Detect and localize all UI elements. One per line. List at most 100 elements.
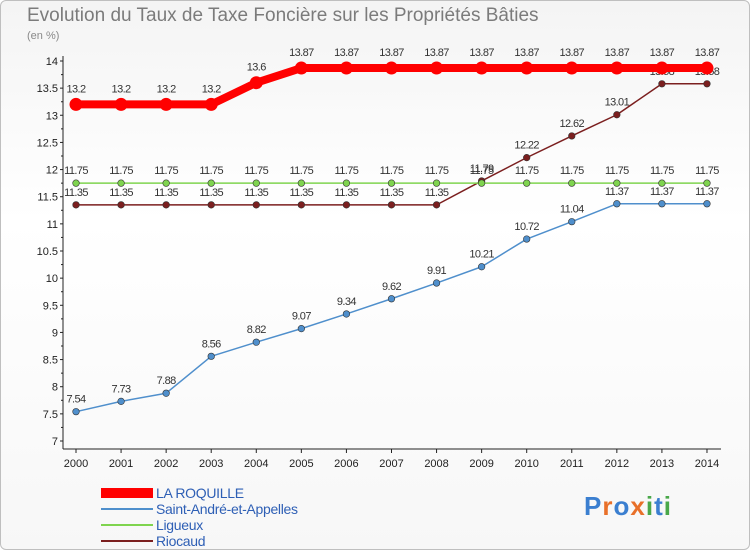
data-point	[658, 179, 666, 187]
x-tick-label: 2013	[650, 458, 674, 470]
data-point	[655, 61, 669, 75]
data-point	[252, 338, 260, 346]
data-point	[523, 179, 531, 187]
data-label: 11.35	[425, 187, 449, 199]
x-tick-label: 2003	[199, 458, 223, 470]
x-tick-label: 2004	[244, 458, 268, 470]
data-point	[703, 179, 711, 187]
data-point	[159, 97, 173, 111]
logo-letter: t	[654, 491, 664, 521]
data-label: 11.04	[560, 204, 584, 216]
y-tick-label: 7	[52, 436, 58, 448]
data-point	[658, 200, 666, 208]
data-label: 11.75	[650, 165, 674, 177]
data-label: 11.35	[64, 187, 88, 199]
y-tick-label: 11	[47, 219, 58, 231]
x-tick-label: 2000	[64, 458, 88, 470]
data-point	[478, 179, 486, 187]
x-tick-label: 2011	[560, 458, 584, 470]
logo-letter: i	[645, 491, 655, 521]
data-point	[523, 154, 531, 162]
data-point	[117, 179, 125, 187]
data-label: 11.75	[425, 165, 449, 177]
data-point	[117, 397, 125, 405]
data-point	[613, 200, 621, 208]
data-point	[297, 179, 305, 187]
data-label: 11.35	[199, 187, 223, 199]
data-label: 13.87	[560, 47, 585, 59]
logo-letter: o	[613, 491, 631, 521]
logo-letter: i	[663, 491, 672, 521]
series-saint-andr-et-appelles: 7.54 7.73 7.88 8.56 8.82 9.07 9.34 9.62 9.91 10.2…	[66, 186, 720, 416]
data-label: 11.75	[199, 165, 223, 177]
data-label: 11.37	[650, 186, 674, 198]
data-label: 11.75	[380, 165, 404, 177]
data-label: 9.34	[337, 296, 356, 308]
data-point	[72, 408, 80, 416]
y-tick-label: 8	[52, 382, 58, 394]
data-label: 11.75	[335, 165, 359, 177]
data-label: 11.75	[470, 165, 494, 177]
x-tick-label: 2009	[469, 458, 493, 470]
data-label: 11.35	[289, 187, 313, 199]
y-axis-unit-label: (en %)	[27, 30, 60, 42]
data-label: 10.21	[469, 249, 494, 261]
data-point	[613, 111, 621, 119]
y-tick-label: 13.5	[37, 83, 58, 95]
data-point	[249, 76, 263, 90]
data-point	[387, 201, 396, 209]
data-label: 9.07	[292, 311, 311, 323]
x-tick-label: 2010	[514, 458, 538, 470]
data-point	[72, 201, 80, 209]
legend-label: Ligueux	[156, 517, 203, 533]
y-tick-label: 14	[46, 56, 58, 68]
data-point	[342, 179, 351, 187]
axes: 7 7.5 8 8.5 9 9.5 10 10.5 11 11.5 12 12.5 13 13.5 14 20…	[37, 56, 721, 470]
data-point	[430, 61, 444, 75]
x-tick-label: 2006	[334, 458, 358, 470]
data-label: 11.35	[380, 187, 404, 199]
data-point	[162, 179, 170, 187]
data-label: 11.75	[154, 165, 178, 177]
data-label: 13.87	[379, 47, 404, 59]
data-point	[387, 295, 396, 303]
data-label: 11.79	[470, 163, 494, 175]
data-point	[69, 97, 83, 111]
data-point	[565, 61, 579, 75]
data-label: 7.73	[112, 383, 131, 395]
data-label: 7.88	[157, 375, 176, 387]
data-label: 13.87	[514, 47, 539, 59]
data-label: 9.91	[427, 265, 446, 277]
data-point	[700, 61, 714, 75]
y-tick-label: 8.5	[43, 355, 58, 367]
data-point	[703, 80, 711, 88]
data-label: 13.6	[247, 62, 266, 74]
logo-letter: x	[630, 491, 646, 521]
data-label: 8.82	[247, 324, 266, 336]
legend-swatch	[101, 524, 153, 526]
y-tick-label: 9.5	[43, 300, 58, 312]
x-tick-label: 2012	[605, 458, 629, 470]
data-label: 11.35	[154, 187, 178, 199]
data-label: 11.35	[109, 187, 133, 199]
chart-title: Evolution du Taux de Taxe Foncière sur l…	[27, 5, 539, 26]
data-point	[114, 97, 128, 111]
data-point	[610, 61, 624, 75]
data-label: 13.2	[66, 83, 85, 95]
data-point	[342, 310, 351, 318]
data-label: 11.75	[109, 165, 133, 177]
data-label: 11.35	[335, 187, 359, 199]
data-point	[478, 263, 486, 271]
data-point	[72, 179, 80, 187]
data-point	[207, 352, 215, 360]
data-point	[703, 200, 711, 208]
data-point	[568, 179, 576, 187]
data-point	[207, 179, 215, 187]
data-label: 12.62	[560, 118, 585, 130]
data-label: 11.37	[605, 186, 629, 198]
data-point	[339, 61, 353, 75]
y-tick-label: 9	[52, 327, 58, 339]
data-point	[342, 201, 351, 209]
legend-label: Riocaud	[156, 533, 206, 549]
